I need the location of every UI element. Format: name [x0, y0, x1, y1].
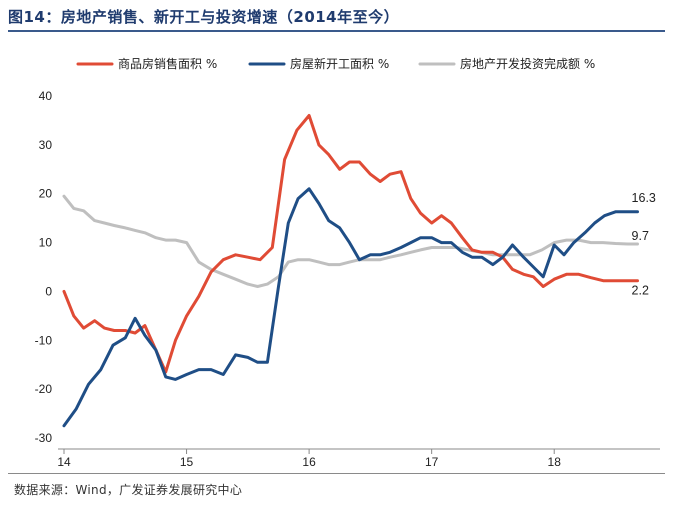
x-tick-label: 18: [548, 455, 562, 469]
x-tick-label: 14: [57, 455, 71, 469]
series-lines: [62, 114, 639, 428]
end-value-label: 2.2: [632, 284, 649, 298]
legend-label: 商品房销售面积 %: [118, 56, 217, 71]
x-tick-label: 16: [302, 455, 316, 469]
source-divider: [8, 473, 665, 474]
y-tick-label: 40: [39, 89, 53, 103]
figure-header: 图14：房地产销售、新开工与投资增速（2014年至今）: [8, 4, 665, 32]
series-line-2: [62, 187, 639, 428]
legend-label: 房地产开发投资完成额 %: [460, 56, 595, 71]
x-tick-label: 17: [425, 455, 439, 469]
x-tick-label: 15: [180, 455, 194, 469]
y-tick-label: -20: [35, 382, 53, 396]
end-labels: 2.2 16.3 9.7: [632, 191, 656, 298]
series-line-3: [62, 194, 639, 288]
y-tick-label: 20: [39, 187, 53, 201]
end-value-label: 9.7: [632, 229, 649, 243]
y-tick-label: 0: [45, 284, 52, 298]
end-value-label: 16.3: [632, 191, 656, 205]
y-tick-label: -30: [35, 431, 53, 445]
legend-label: 房屋新开工面积 %: [290, 56, 389, 71]
y-tick-label: -10: [35, 333, 53, 347]
y-tick-label: 10: [39, 236, 53, 250]
figure-title: 图14：房地产销售、新开工与投资增速（2014年至今）: [8, 8, 400, 26]
source-note: 数据来源：Wind，广发证券发展研究中心: [14, 483, 243, 497]
x-axis: 14 15 16 17 18: [57, 448, 660, 469]
y-tick-label: 30: [39, 138, 53, 152]
chart-legend: 商品房销售面积 % 房屋新开工面积 % 房地产开发投资完成额 %: [76, 56, 595, 71]
y-axis: -30 -20 -10 0 10 20 30 40: [35, 89, 53, 445]
